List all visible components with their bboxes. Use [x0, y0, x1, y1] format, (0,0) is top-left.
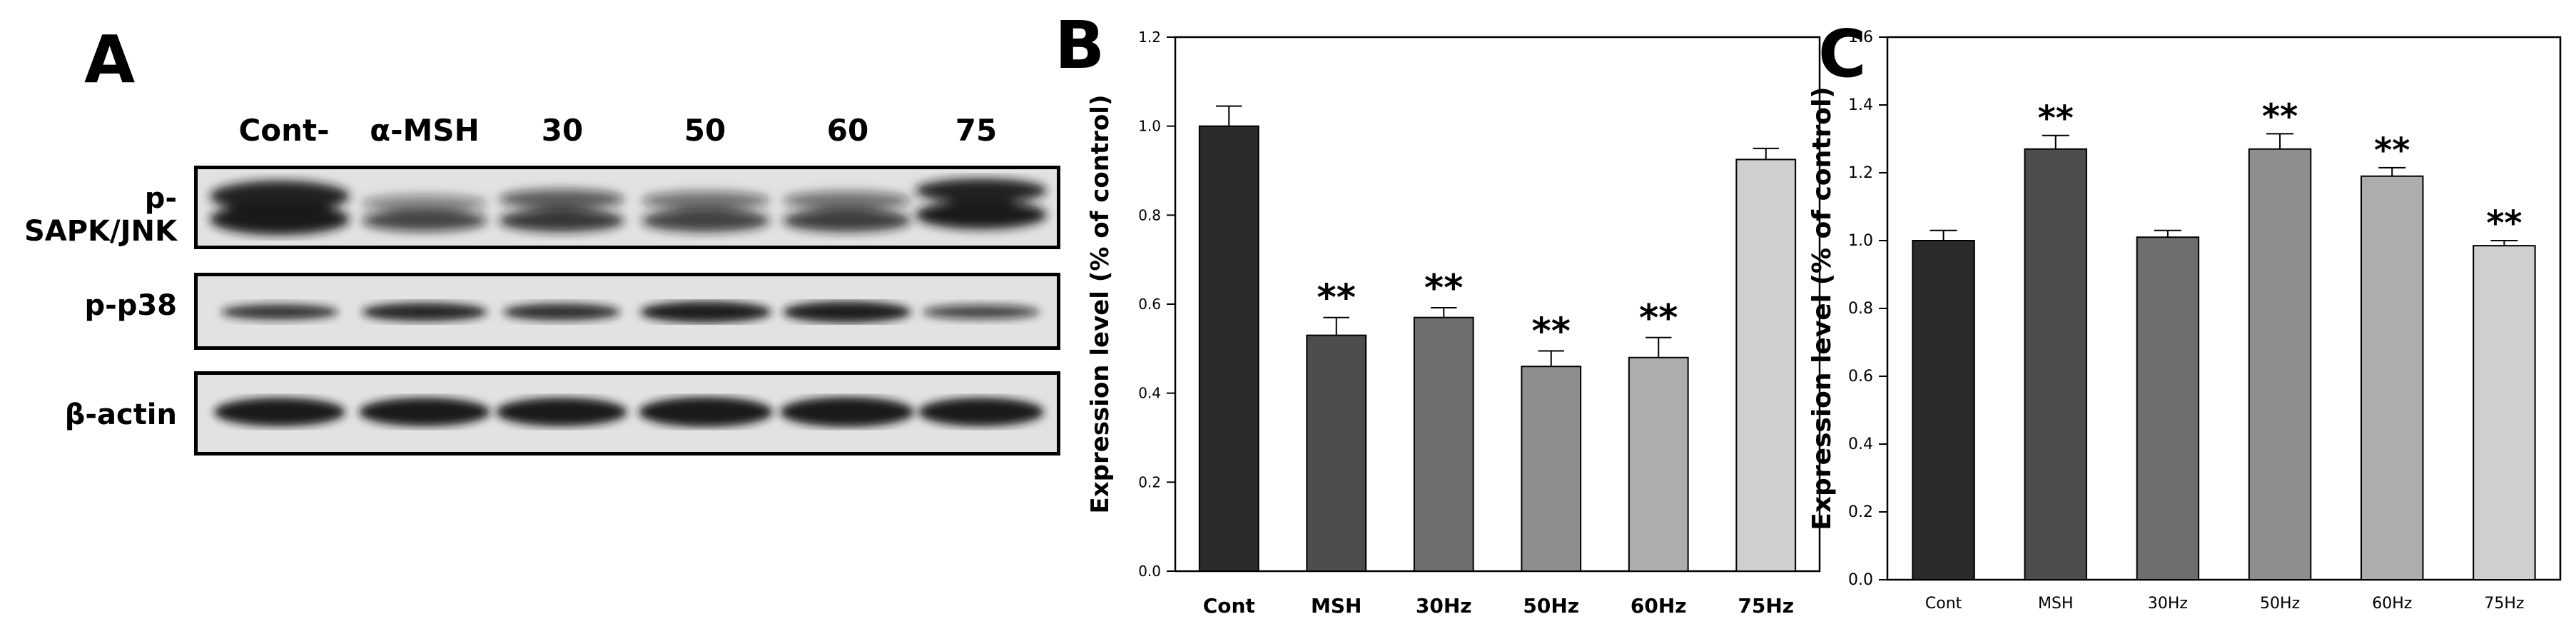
y-tick-label: 0.4 — [1848, 436, 1873, 453]
category-label: 75Hz — [2484, 595, 2524, 613]
row-label-actin: β-actin — [64, 398, 177, 431]
panel-letter-a: A — [84, 21, 136, 98]
row-label-p38: p-p38 — [84, 289, 177, 322]
blot-sapk-jnk-bands — [210, 178, 1047, 235]
y-tick-label: 0.2 — [1848, 503, 1873, 521]
y-tick-label: 1.2 — [1138, 29, 1161, 46]
plot-frame — [1886, 36, 2562, 581]
significance-label: ** — [1532, 310, 1571, 353]
y-axis-label: Expression level (% of control) — [1807, 86, 1837, 530]
y-tick-label: 0.6 — [1138, 296, 1161, 313]
bar — [1912, 240, 1975, 580]
blot-p38 — [194, 273, 1060, 350]
blot-actin — [194, 371, 1060, 456]
category-label: 30Hz — [2148, 595, 2188, 613]
plot-frame — [1174, 36, 1821, 573]
y-tick-label: 0.6 — [1848, 368, 1873, 386]
y-tick-label: 0.8 — [1848, 300, 1873, 318]
bar — [1413, 316, 1474, 572]
y-tick-label: 0.0 — [1848, 571, 1873, 589]
panel-letter-c: C — [1818, 16, 1867, 92]
bar — [2361, 175, 2424, 580]
significance-label: ** — [1639, 297, 1678, 340]
row-label-sapk-jnk-line2: SAPK/JNK — [24, 215, 177, 248]
row-label-sapk-jnk: p- SAPK/JNK — [24, 182, 177, 248]
bar — [2024, 148, 2087, 580]
y-tick-label: 0.8 — [1138, 206, 1161, 223]
category-label: 50Hz — [1523, 594, 1579, 618]
category-label: MSH — [2038, 595, 2074, 613]
lane-label-msh: α-MSH — [370, 113, 480, 148]
y-tick-label: 1.0 — [1138, 118, 1161, 135]
significance-label: ** — [2486, 203, 2522, 243]
category-label: 30Hz — [1416, 594, 1472, 618]
category-label: 60Hz — [2372, 595, 2412, 613]
y-tick-label: 1.2 — [1848, 164, 1873, 182]
y-tick-label: 1.4 — [1848, 96, 1873, 114]
lane-label-60: 60 — [826, 113, 869, 148]
significance-label: ** — [1317, 277, 1356, 320]
category-label: MSH — [1311, 594, 1361, 618]
significance-label: ** — [1424, 267, 1463, 310]
blot-p38-bands — [221, 301, 1040, 323]
blot-sapk-jnk — [194, 166, 1060, 249]
category-label: Cont — [1203, 594, 1255, 618]
y-axis-label: Expression level (% of control) — [1088, 95, 1115, 514]
bar-chart-b: 0.0 0.2 0.4 0.6 0.8 1.0 1.2 Cont MSH ** 30Hz ** 50Hz… — [1088, 29, 1821, 618]
bar — [1735, 158, 1797, 572]
significance-label: ** — [2038, 99, 2074, 139]
category-label: 50Hz — [2260, 595, 2300, 613]
significance-label: ** — [2374, 131, 2410, 171]
lane-label-75: 75 — [955, 113, 998, 148]
category-label: Cont — [1925, 595, 1962, 613]
bar — [1628, 356, 1689, 572]
bar — [2136, 236, 2200, 580]
lane-label-50: 50 — [684, 113, 726, 148]
bar — [1521, 366, 1582, 572]
y-tick-label: 0.0 — [1138, 563, 1161, 580]
significance-label: ** — [2262, 96, 2298, 136]
bar — [1306, 334, 1367, 572]
y-tick-label: 1.6 — [1848, 29, 1873, 46]
blot-actin-bands — [214, 397, 1044, 427]
y-tick-label: 0.4 — [1138, 385, 1161, 402]
bar — [2248, 148, 2312, 580]
lane-label-cont: Cont- — [238, 113, 330, 148]
category-label: 75Hz — [1738, 594, 1794, 618]
row-label-sapk-jnk-line1: p- — [144, 182, 177, 215]
western-blot-panel: Cont- α-MSH 30 50 60 75 p- SAPK/JNK p-p3… — [0, 0, 1085, 629]
panel-letter-b: B — [1055, 7, 1105, 84]
y-tick-label: 1.0 — [1848, 232, 1873, 250]
bar-chart-c: 0.0 0.2 0.4 0.6 0.8 1.0 1.2 1.4 1.6 Cont MSH ** 30Hz… — [1807, 29, 2562, 613]
category-label: 60Hz — [1631, 594, 1687, 618]
lane-label-30: 30 — [541, 113, 584, 148]
y-tick-label: 0.2 — [1138, 473, 1161, 490]
bar — [1198, 125, 1259, 572]
bar — [2473, 245, 2536, 580]
